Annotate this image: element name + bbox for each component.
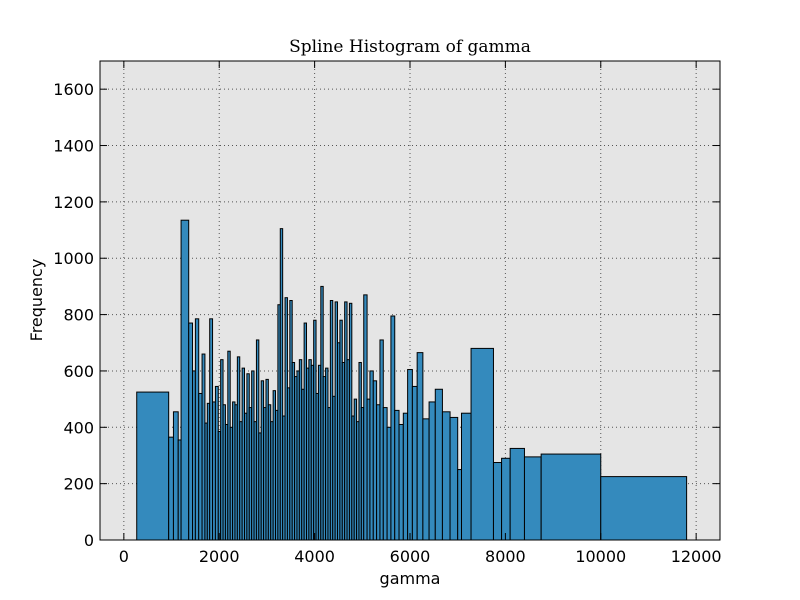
x-axis-label: gamma [380,569,441,588]
y-tick-label: 1600 [53,80,94,99]
histogram-bar [461,412,472,541]
histogram-bar [492,462,503,541]
histogram-bar [372,380,378,541]
histogram-bar [407,369,413,541]
x-tick-label: 2000 [199,547,240,566]
histogram-bar [523,456,542,541]
histogram-bar [194,318,200,541]
y-tick-label: 1400 [53,137,94,156]
x-tick-label: 8000 [485,547,526,566]
histogram-bar [402,412,409,541]
x-tick-label: 10000 [575,547,626,566]
histogram-bar [386,426,392,541]
histogram-bar [394,409,400,541]
histogram-bar [172,411,179,541]
histogram-bar [180,219,190,541]
histogram-bar [369,370,374,541]
histogram-bar [188,322,194,541]
histogram-bar [198,392,203,541]
histogram-bar [398,423,404,541]
histogram-bar [390,315,396,541]
x-axis-ticks: 0 2000 4000 6000 8000 10000 12000 [119,61,722,566]
histogram-bar [434,388,443,541]
x-tick-label: 0 [119,547,129,566]
histogram-bar [509,447,525,541]
x-tick-label: 4000 [294,547,335,566]
histogram-bar [449,416,459,541]
y-tick-label: 800 [63,306,94,325]
histogram-bar [416,352,424,541]
y-tick-label: 1200 [53,193,94,212]
y-tick-label: 400 [63,418,94,437]
y-axis-ticks: 0 200 400 600 800 1000 1200 1400 1600 [53,80,720,550]
histogram-bar [168,436,174,541]
y-tick-label: 1000 [53,249,94,268]
x-tick-label: 12000 [671,547,722,566]
histogram-bar [540,453,602,541]
histogram-bar [363,294,368,541]
histogram-bar [457,469,463,541]
histogram-bars [136,219,688,541]
y-axis-label: Frequency [27,259,46,342]
histogram-bar [379,339,384,541]
histogram-bar [136,391,170,541]
histogram-bar [411,385,418,541]
chart-title: Spline Histogram of gamma [289,37,531,57]
histogram-bar [422,418,430,541]
histogram-bar [376,404,381,541]
histogram-bar [470,347,494,541]
histogram-bar [382,407,388,541]
histogram-bar [428,401,436,541]
y-tick-label: 0 [84,531,94,550]
histogram-bar [501,457,511,541]
y-tick-label: 200 [63,475,94,494]
histogram-bar [600,476,688,541]
x-tick-label: 6000 [390,547,431,566]
histogram-bar [441,411,451,541]
y-tick-label: 600 [63,362,94,381]
